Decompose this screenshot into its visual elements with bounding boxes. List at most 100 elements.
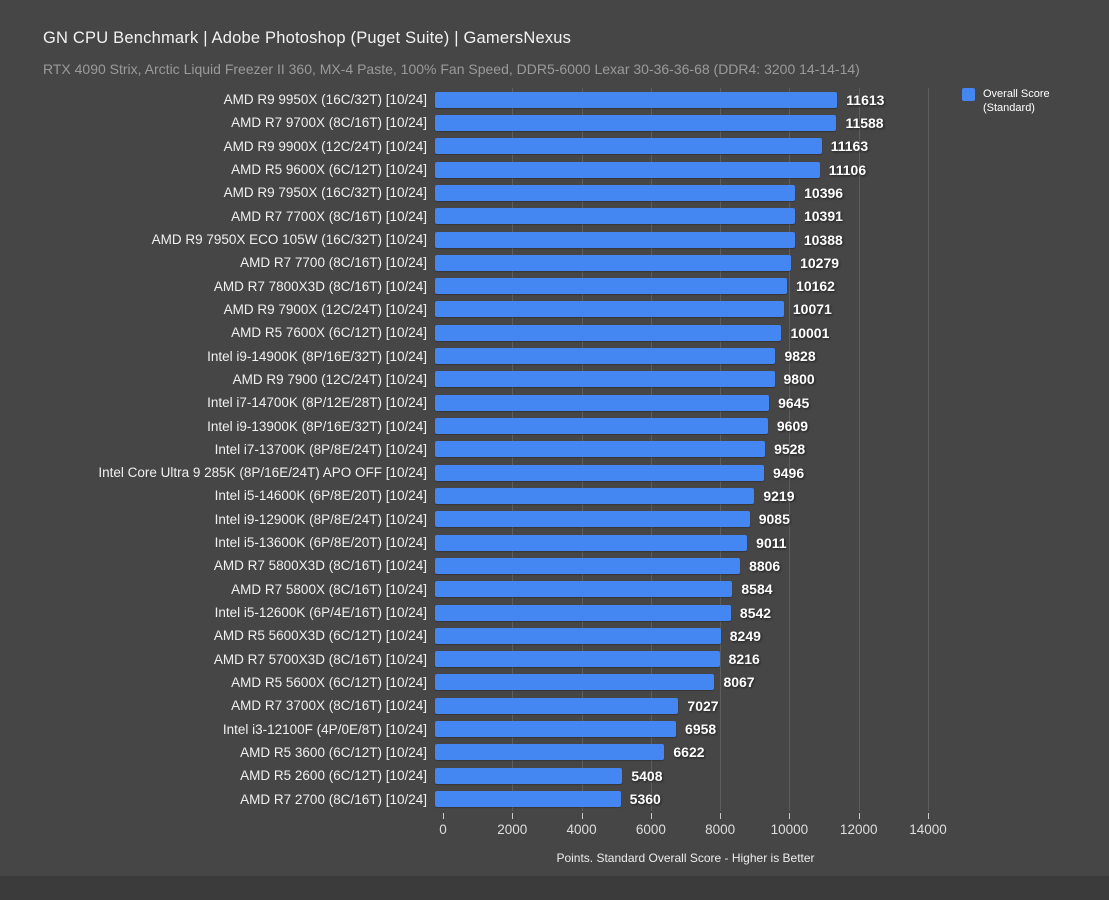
bar-value: 9828 (784, 348, 816, 365)
bar-row: AMD R5 9600X (6C/12T) [10/24] 11106 (0, 158, 1109, 181)
bar-region: 8067 (435, 671, 942, 694)
x-tick-mark (512, 813, 514, 819)
chart-subtitle: RTX 4090 Strix, Arctic Liquid Freezer II… (43, 61, 860, 77)
bar-row: Intel i9-13900K (8P/16E/32T) [10/24] 960… (0, 414, 1109, 437)
bar-region: 8584 (435, 578, 942, 601)
bar-value: 8806 (749, 557, 781, 574)
x-axis: 0 2000 4000 6000 8000 10000 12000 14000 (439, 811, 950, 847)
bar (435, 674, 715, 691)
bar-region: 8216 (435, 648, 942, 671)
bar-label: AMD R7 7700X (8C/16T) [10/24] (231, 208, 427, 224)
bar (435, 161, 820, 178)
bar-region: 9800 (435, 368, 942, 391)
bar-row: AMD R5 2600 (6C/12T) [10/24] 5408 (0, 764, 1109, 787)
bar (435, 348, 776, 365)
bar-label: AMD R7 5800X (8C/16T) [10/24] (231, 581, 427, 597)
bar-value: 9219 (763, 487, 795, 504)
bar-region: 9085 (435, 508, 942, 531)
bar-value: 10279 (800, 254, 840, 271)
bar-value: 11163 (830, 138, 869, 155)
bar-label: AMD R9 7950X (16C/32T) [10/24] (223, 185, 427, 201)
bar-label: AMD R5 5600X (6C/12T) [10/24] (231, 674, 427, 690)
bar-value: 9645 (778, 394, 810, 411)
bar-region: 10001 (435, 321, 942, 344)
bar-label: AMD R7 5800X3D (8C/16T) [10/24] (213, 558, 427, 574)
bar-row: AMD R9 9950X (16C/32T) [10/24] 11613 (0, 88, 1109, 111)
bar-row: Intel i7-13700K (8P/8E/24T) [10/24] 9528 (0, 438, 1109, 461)
bar (435, 301, 784, 318)
bar (435, 511, 750, 528)
bar-value: 5360 (629, 791, 661, 808)
bar-row: Intel i9-14900K (8P/16E/32T) [10/24] 982… (0, 344, 1109, 367)
bar-label: AMD R7 2700 (8C/16T) [10/24] (240, 791, 427, 807)
bar-label: Intel i5-14600K (6P/8E/20T) [10/24] (214, 488, 427, 504)
bar-value: 10071 (792, 301, 832, 318)
bar-label: AMD R9 7900 (12C/24T) [10/24] (232, 371, 427, 387)
bar-value: 10162 (796, 278, 835, 295)
bar (435, 697, 679, 714)
bar-row: Intel i5-14600K (6P/8E/20T) [10/24] 9219 (0, 484, 1109, 507)
x-tick-mark (720, 813, 722, 819)
bar-value: 9496 (772, 464, 805, 481)
bar-label: AMD R5 2600 (6C/12T) [10/24] (240, 768, 427, 784)
bar-row: AMD R7 2700 (8C/16T) [10/24] 5360 (0, 787, 1109, 810)
bar (435, 231, 795, 248)
bar-row: AMD R5 5600X (6C/12T) [10/24] 8067 (0, 671, 1109, 694)
bar-region: 10279 (435, 251, 942, 274)
bar-label: AMD R9 7950X ECO 105W (16C/32T) [10/24] (151, 232, 427, 248)
bar-row: AMD R7 5800X (8C/16T) [10/24] 8584 (0, 578, 1109, 601)
bar-region: 9496 (435, 461, 942, 484)
x-tick-mark (581, 813, 583, 819)
bar-row: AMD R7 9700X (8C/16T) [10/24] 11588 (0, 111, 1109, 134)
bar (435, 581, 733, 598)
bar (435, 721, 677, 738)
bar-row: AMD R5 5600X3D (6C/12T) [10/24] 8249 (0, 624, 1109, 647)
bar-value: 9609 (776, 418, 809, 435)
bar-label: AMD R7 7800X3D (8C/16T) [10/24] (213, 278, 427, 294)
bar-value: 8249 (729, 627, 761, 644)
bar-value: 8542 (739, 604, 772, 621)
bar-label: AMD R5 7600X (6C/12T) [10/24] (231, 325, 427, 341)
bar-label: AMD R5 9600X (6C/12T) [10/24] (231, 162, 427, 178)
bar-label: Intel i3-12100F (4P/0E/8T) [10/24] (222, 721, 427, 737)
bar-region: 7027 (435, 694, 942, 717)
bar-label: Intel i9-14900K (8P/16E/32T) [10/24] (207, 348, 427, 364)
bar (435, 744, 665, 761)
bar (435, 254, 792, 271)
bar-value: 5408 (631, 767, 663, 784)
x-tick-mark (443, 813, 444, 819)
x-tick-label: 6000 (635, 822, 666, 837)
bar-region: 9011 (435, 531, 942, 554)
bar (435, 278, 788, 295)
bar-row: Intel i5-13600K (6P/8E/20T) [10/24] 9011 (0, 531, 1109, 554)
chart-title: GN CPU Benchmark | Adobe Photoshop (Puge… (43, 29, 572, 47)
legend: Overall Score (Standard) (962, 87, 1050, 116)
bar (435, 651, 720, 668)
bar-region: 11163 (435, 135, 942, 158)
bar-label: AMD R7 9700X (8C/16T) [10/24] (231, 115, 427, 131)
bar-row: Intel i7-14700K (8P/12E/28T) [10/24] 964… (0, 391, 1109, 414)
bar (435, 627, 721, 644)
bar-row: Intel i9-12900K (8P/8E/24T) [10/24] 9085 (0, 508, 1109, 531)
bar-region: 10071 (435, 298, 942, 321)
legend-label-line1: Overall Score (983, 88, 1050, 100)
bar-region: 11106 (435, 158, 942, 181)
bar-region: 8542 (435, 601, 942, 624)
bar (435, 557, 741, 574)
bar-label: AMD R7 3700X (8C/16T) [10/24] (231, 698, 427, 714)
bar-value: 7027 (687, 697, 719, 714)
bar (435, 371, 775, 388)
bar-value: 10396 (804, 184, 844, 201)
bar-row: AMD R7 5700X3D (8C/16T) [10/24] 8216 (0, 648, 1109, 671)
bar (435, 184, 796, 201)
bar-label: Intel i7-14700K (8P/12E/28T) [10/24] (207, 395, 427, 411)
bar-value: 11588 (845, 114, 884, 131)
bar-row: AMD R7 7800X3D (8C/16T) [10/24] 10162 (0, 275, 1109, 298)
bar-region: 5408 (435, 764, 942, 787)
bar-value: 10388 (803, 231, 843, 248)
bar-chart: AMD R9 9950X (16C/32T) [10/24] 11613 AMD… (0, 88, 1109, 811)
bar-row: Intel i3-12100F (4P/0E/8T) [10/24] 6958 (0, 717, 1109, 740)
bar-row: AMD R5 7600X (6C/12T) [10/24] 10001 (0, 321, 1109, 344)
bar-value: 11613 (846, 91, 885, 108)
x-tick-mark (928, 813, 929, 819)
